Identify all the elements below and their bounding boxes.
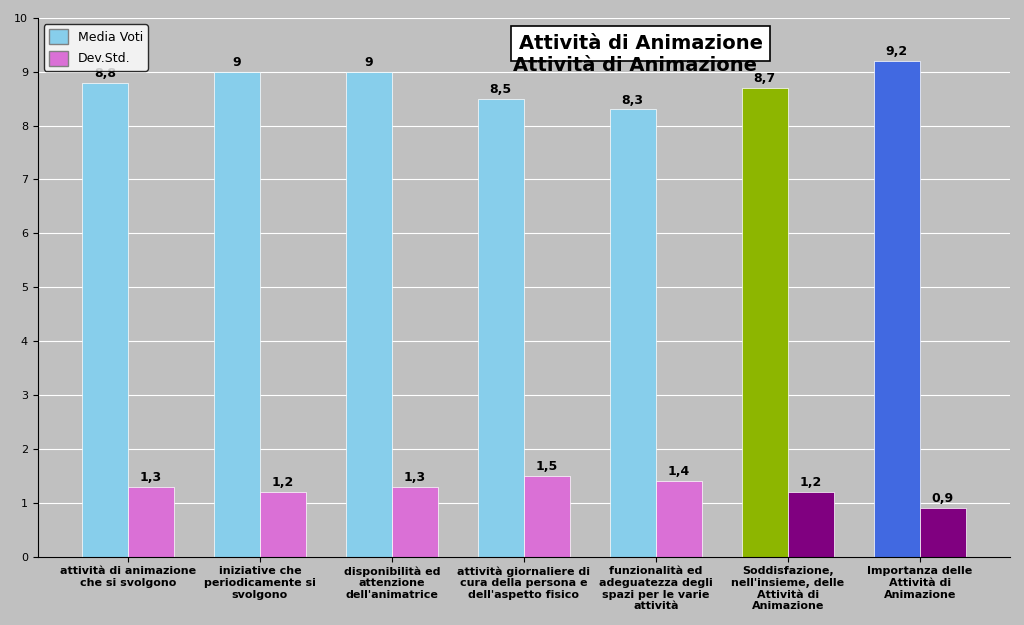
Text: 8,7: 8,7 <box>754 72 776 85</box>
Legend: Media Voti, Dev.Std.: Media Voti, Dev.Std. <box>44 24 147 71</box>
Text: 9: 9 <box>232 56 242 69</box>
Text: 1,3: 1,3 <box>140 471 162 484</box>
Text: 8,5: 8,5 <box>489 83 512 96</box>
Bar <box>524 476 570 557</box>
Text: 1,4: 1,4 <box>668 466 690 479</box>
Text: 1,2: 1,2 <box>800 476 822 489</box>
Bar <box>214 72 260 557</box>
Text: 9: 9 <box>365 56 373 69</box>
Text: 1,5: 1,5 <box>536 460 558 473</box>
Bar <box>655 481 702 557</box>
Text: 8,3: 8,3 <box>622 94 644 107</box>
Text: Attività di Animazione: Attività di Animazione <box>513 56 757 75</box>
Text: 1,2: 1,2 <box>272 476 294 489</box>
Bar <box>873 61 920 557</box>
Text: 1,3: 1,3 <box>403 471 426 484</box>
Text: 0,9: 0,9 <box>932 492 954 506</box>
Bar <box>787 492 834 557</box>
Bar <box>82 82 128 557</box>
Bar <box>609 109 655 557</box>
Bar <box>260 492 306 557</box>
Text: 8,8: 8,8 <box>94 67 116 80</box>
Bar <box>920 508 966 557</box>
Bar <box>128 486 174 557</box>
Bar <box>392 486 438 557</box>
Text: 9,2: 9,2 <box>886 45 907 58</box>
Bar <box>346 72 392 557</box>
Bar <box>477 99 524 557</box>
Bar <box>741 88 787 557</box>
Text: Attività di Animazione: Attività di Animazione <box>518 34 763 53</box>
